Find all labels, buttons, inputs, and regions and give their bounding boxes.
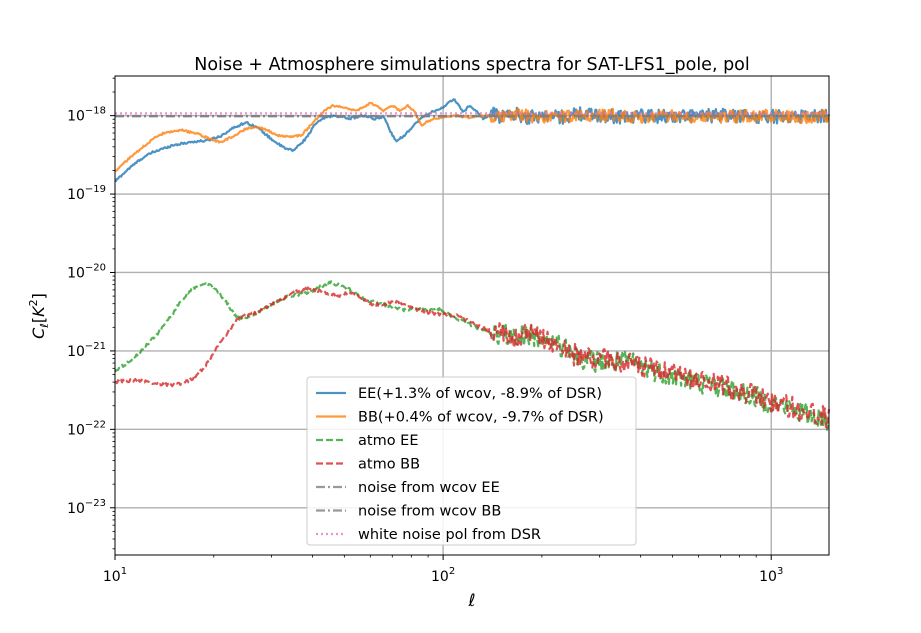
legend-entry: noise from wcov EE (358, 480, 500, 496)
y-axis-ticks: 10−23 10−22 10−21 10−20 10−19 10−18 (67, 77, 115, 550)
legend: EE(+1.3% of wcov, -8.9% of DSR) BB(+0.4% … (306, 376, 637, 546)
y-axis-label: Cℓ[K2] (27, 293, 51, 339)
series-line-3 (114, 280, 830, 431)
legend-entry: atmo EE (358, 433, 419, 449)
legend-box (306, 376, 637, 546)
y-tick-label: 10−19 (67, 184, 106, 203)
legend-entry: white noise pol from DSR (358, 527, 541, 543)
plot-frame (114, 75, 830, 556)
x-axis-ticks: 101 102 103 (103, 555, 783, 585)
y-tick-label: 10−21 (67, 341, 106, 360)
y-tick-label: 10−20 (67, 262, 106, 281)
series-line-1 (114, 98, 831, 183)
x-axis-label: ℓ (467, 591, 475, 611)
y-tick-label: 10−23 (67, 498, 106, 517)
series-layer (114, 98, 831, 431)
y-tick-label: 10−22 (67, 419, 106, 438)
x-tick-label: 102 (431, 566, 455, 585)
series-line-4 (114, 286, 831, 429)
chart-title: Noise + Atmosphere simulations spectra f… (194, 55, 750, 75)
x-tick-label: 101 (103, 566, 127, 585)
legend-entry: noise from wcov BB (358, 504, 501, 520)
x-tick-label: 103 (759, 566, 783, 585)
legend-entry: BB(+0.4% of wcov, -9.7% of DSR) (358, 410, 604, 426)
legend-entry: EE(+1.3% of wcov, -8.9% of DSR) (358, 386, 602, 402)
legend-entry: atmo BB (358, 457, 420, 473)
y-tick-label: 10−18 (67, 106, 106, 125)
